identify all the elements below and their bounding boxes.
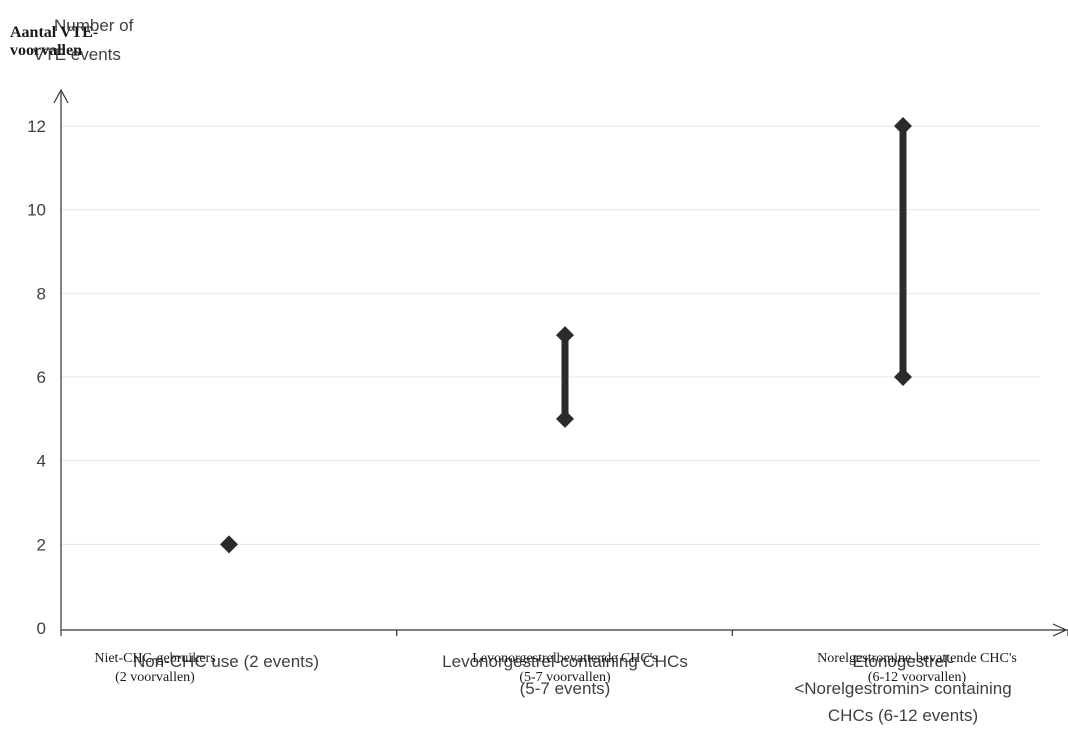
x-axis-arrowhead bbox=[1052, 623, 1068, 637]
category-label-en-1-line-1: (5-7 events) bbox=[520, 679, 611, 698]
y-tick-label-0: 0 bbox=[37, 619, 46, 638]
y-tick-labels: 0 2 4 6 8 10 12 bbox=[27, 117, 46, 638]
category-label-nl-2-line-0: Norelgestromine-bevattende CHC's bbox=[817, 651, 1017, 666]
category-label-nl-2-line-1: (6-12 voorvallen) bbox=[868, 670, 967, 685]
category-labels: Non-CHC use (2 events)Niet-CHC-gebruiker… bbox=[94, 651, 1016, 725]
category-label-nl-0-line-0: Niet-CHC-gebruikers bbox=[94, 651, 215, 666]
max-marker-2 bbox=[894, 117, 912, 135]
y-axis-arrowhead bbox=[53, 88, 69, 104]
gridlines bbox=[61, 125, 1040, 545]
y-axis-label-nl-line-2: voorvallen bbox=[10, 42, 82, 59]
y-axis-label-en-line-2: VTE events bbox=[33, 45, 121, 64]
range-marks bbox=[220, 117, 912, 554]
y-axis-label-en-line-1: Number of bbox=[54, 16, 134, 35]
y-tick-label-6: 6 bbox=[37, 368, 46, 387]
y-tick-label-12: 12 bbox=[27, 117, 46, 136]
y-tick-label-10: 10 bbox=[27, 201, 46, 220]
category-label-nl-1-line-0: Levonorgestrelbevattende CHC's bbox=[472, 651, 657, 666]
max-marker-1 bbox=[556, 326, 574, 345]
y-tick-label-2: 2 bbox=[37, 535, 46, 554]
category-label-nl-0-line-1: (2 voorvallen) bbox=[115, 670, 195, 685]
value-marker-0 bbox=[220, 535, 238, 554]
category-label-nl-1-line-1: (5-7 voorvallen) bbox=[519, 670, 611, 685]
category-label-en-1-line-0: Levonorgestrel-containing CHCs bbox=[442, 652, 688, 671]
category-label-en-2-line-1: <Norelgestromin> containing bbox=[794, 679, 1011, 698]
min-marker-2 bbox=[894, 368, 912, 386]
axes bbox=[53, 88, 1068, 637]
category-label-en-2-line-0: Etonogestrel- bbox=[852, 652, 953, 671]
y-tick-label-8: 8 bbox=[37, 284, 46, 303]
y-axis-label-nl-line-1: Aantal VTE- bbox=[10, 24, 98, 41]
category-label-en-2-line-2: CHCs (6-12 events) bbox=[828, 706, 978, 725]
x-tick-marks bbox=[60, 630, 1068, 636]
category-label-en-0-line-0: Non-CHC use (2 events) bbox=[133, 652, 319, 671]
y-tick-label-4: 4 bbox=[37, 452, 46, 471]
min-marker-1 bbox=[556, 409, 574, 428]
